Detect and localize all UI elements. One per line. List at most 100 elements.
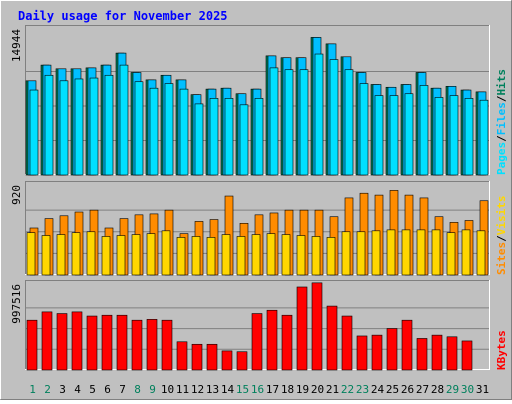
bar-pages-day-23 (359, 83, 369, 176)
bar-kbytes-day-26 (401, 319, 413, 371)
legend-part: Visits (495, 196, 508, 236)
plot-border-dark (25, 181, 490, 275)
day-label: 23 (356, 383, 369, 396)
bar-pages-day-5 (89, 77, 99, 176)
bar-sites-day-27 (416, 229, 426, 276)
bar-kbytes-day-11 (176, 341, 188, 371)
bar-pages-day-12 (194, 103, 204, 176)
side-legend-label: Sites/Visits (495, 196, 508, 276)
day-label: 10 (161, 383, 174, 396)
day-labels: 1 2 3 4 5 6 7 8 9 10 11 12 13 14 15 16 17 18 19 20 21 22 23 24 2… (29, 383, 489, 396)
day-label: 20 (311, 383, 324, 396)
bar-kbytes-day-5 (86, 315, 98, 371)
bar-kbytes-day-16 (251, 313, 263, 371)
bar-pages-day-10 (164, 83, 174, 176)
bar-kbytes-day-6 (101, 314, 113, 371)
day-label: 31 (476, 383, 489, 396)
bar-kbytes-day-2 (41, 311, 53, 371)
bar-sites-day-20 (311, 236, 321, 276)
day-label: 13 (206, 383, 219, 396)
bar-pages-day-1 (29, 89, 39, 176)
bar-pages-day-27 (419, 85, 429, 176)
bar-kbytes-day-23 (356, 335, 368, 371)
day-label: 1 (29, 383, 36, 396)
bar-pages-day-24 (374, 95, 384, 176)
bar-sites-day-13 (206, 237, 216, 276)
bar-kbytes-day-14 (221, 350, 233, 371)
day-label: 17 (266, 383, 279, 396)
bar-pages-day-15 (239, 104, 249, 176)
bar-kbytes-day-7 (116, 314, 128, 371)
bar-kbytes-day-21 (326, 305, 338, 371)
bar-sites-day-3 (56, 234, 66, 276)
bar-kbytes-day-30 (461, 340, 473, 371)
bar-pages-day-17 (269, 67, 279, 176)
bar-pages-day-13 (209, 98, 219, 176)
bar-sites-day-12 (191, 236, 201, 276)
bar-kbytes-day-17 (266, 309, 278, 371)
bar-pages-day-26 (404, 93, 414, 176)
bar-sites-day-15 (236, 236, 246, 276)
legend-part: / (495, 235, 508, 242)
chart-panels: 14944Pages/Files/Hits920Sites/Visits9975… (10, 25, 508, 371)
y-max-label: 14944 (10, 29, 23, 62)
day-label: 2 (44, 383, 51, 396)
legend-part: / (495, 95, 508, 102)
day-label: 29 (446, 383, 459, 396)
day-label: 24 (371, 383, 385, 396)
legend-part: Files (495, 102, 508, 135)
bar-pages-day-28 (434, 97, 444, 176)
bar-sites-day-10 (161, 230, 171, 276)
bar-kbytes-day-3 (56, 313, 68, 371)
bar-sites-day-5 (86, 231, 96, 276)
day-label: 11 (176, 383, 189, 396)
bar-sites-day-18 (281, 234, 291, 276)
day-label: 14 (221, 383, 235, 396)
day-label: 9 (149, 383, 156, 396)
bar-sites-day-11 (176, 237, 186, 276)
day-label: 16 (251, 383, 264, 396)
day-label: 15 (236, 383, 249, 396)
bar-sites-day-17 (266, 233, 276, 276)
bar-kbytes-day-10 (161, 319, 173, 371)
bar-pages-day-6 (104, 74, 114, 176)
legend-part: Hits (495, 69, 508, 96)
bar-sites-day-1 (26, 232, 36, 276)
bar-pages-day-25 (389, 95, 399, 176)
day-label: 6 (104, 383, 111, 396)
bar-sites-day-19 (296, 235, 306, 276)
bar-pages-day-20 (314, 53, 324, 176)
bar-sites-day-25 (386, 229, 396, 276)
y-max-label: 997516 (10, 284, 23, 324)
plot-border-dark (25, 25, 490, 175)
plot-border-dark (25, 280, 490, 370)
bar-kbytes-day-27 (416, 338, 428, 371)
day-label: 4 (74, 383, 81, 396)
legend-part: / (495, 135, 508, 142)
legend-part: KBytes (495, 330, 508, 370)
bar-kbytes-day-13 (206, 343, 218, 371)
bar-pages-day-14 (224, 98, 234, 176)
bar-sites-day-4 (71, 232, 81, 276)
bar-pages-day-9 (149, 87, 159, 176)
day-label: 18 (281, 383, 294, 396)
bar-sites-day-26 (401, 229, 411, 276)
bar-pages-day-16 (254, 98, 264, 176)
panel-kbytes: 997516 KBytes (10, 280, 508, 371)
y-max-label: 920 (10, 185, 23, 205)
day-label: 28 (431, 383, 444, 396)
bar-pages-day-29 (449, 95, 459, 176)
legend-part: Sites (495, 242, 508, 275)
bar-pages-day-3 (59, 80, 69, 176)
bar-sites-day-28 (431, 229, 441, 276)
bar-pages-day-18 (284, 69, 294, 176)
bar-sites-day-23 (356, 231, 366, 276)
bar-sites-day-31 (476, 230, 486, 276)
day-label: 5 (89, 383, 96, 396)
bar-pages-day-2 (44, 74, 54, 176)
day-label: 21 (326, 383, 339, 396)
chart-title: Daily usage for November 2025 (18, 9, 228, 23)
bar-kbytes-day-25 (386, 328, 398, 371)
